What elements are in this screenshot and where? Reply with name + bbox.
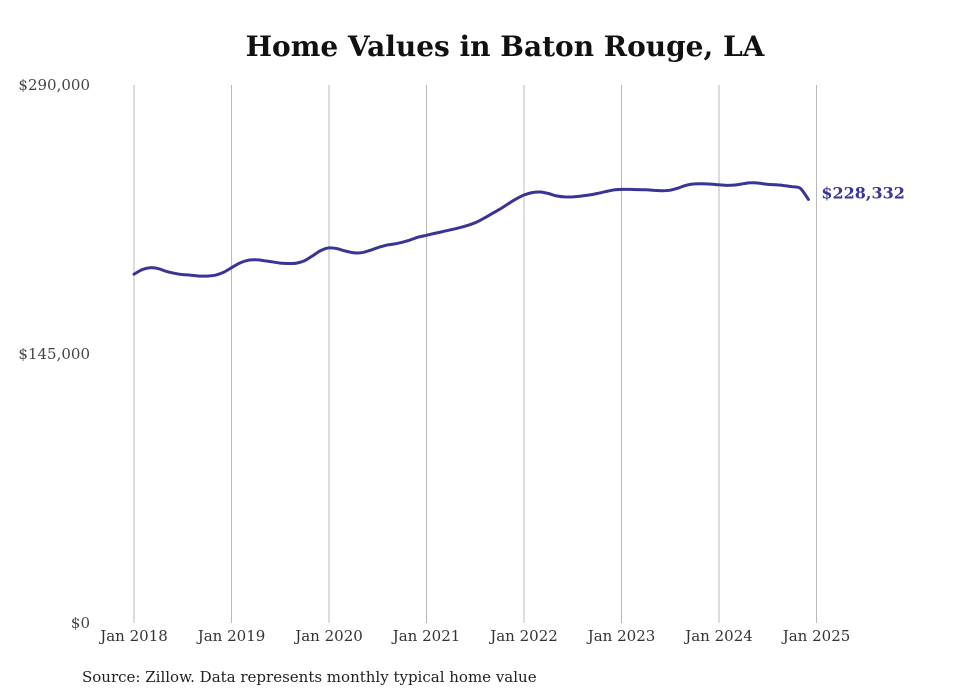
x-tick-label: Jan 2025 (781, 627, 851, 645)
x-tick-label: Jan 2018 (98, 627, 168, 645)
x-tick-label: Jan 2022 (488, 627, 558, 645)
x-tick-label: Jan 2019 (196, 627, 266, 645)
y-tick-label: $145,000 (18, 345, 90, 363)
source-note: Source: Zillow. Data represents monthly … (82, 668, 537, 686)
chart-title: Home Values in Baton Rouge, LA (245, 30, 765, 63)
home-value-line (132, 181, 810, 278)
x-tick-label: Jan 2023 (586, 627, 656, 645)
x-tick-label: Jan 2021 (391, 627, 461, 645)
end-value-label: $228,332 (821, 183, 905, 202)
x-tick-label: Jan 2024 (683, 627, 753, 645)
y-tick-label: $290,000 (18, 76, 90, 94)
y-tick-label: $0 (71, 614, 90, 632)
y-axis-ticks: $0 $145,000 $290,000 (18, 76, 90, 632)
grid-lines (133, 85, 817, 623)
x-tick-label: Jan 2020 (293, 627, 363, 645)
x-axis-ticks: Jan 2018 Jan 2019 Jan 2020 Jan 2021 Jan 2022… (98, 627, 850, 645)
